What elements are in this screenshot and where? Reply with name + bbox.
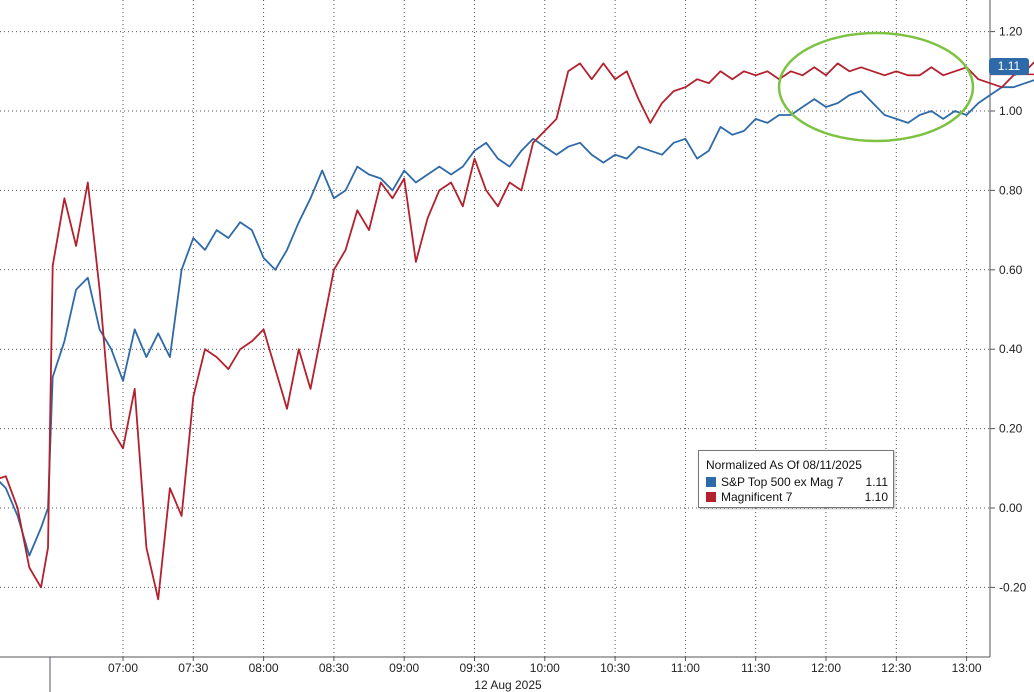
legend-entry-sp500-ex-mag7: S&P Top 500 ex Mag 7 1.11 bbox=[706, 475, 888, 489]
x-tick-label: 07:30 bbox=[178, 661, 208, 675]
legend-entry-magnificent-7: Magnificent 7 1.10 bbox=[706, 490, 888, 504]
y-tick-label: 1.00 bbox=[999, 104, 1023, 118]
x-tick-label: 09:30 bbox=[459, 661, 489, 675]
y-tick-label: 0.00 bbox=[999, 501, 1023, 515]
x-tick-label: 10:00 bbox=[530, 661, 560, 675]
legend-entry-name: Magnificent 7 bbox=[721, 490, 793, 504]
x-tick-label: 09:00 bbox=[389, 661, 419, 675]
x-tick-label: 08:00 bbox=[249, 661, 279, 675]
x-axis-date-label: 12 Aug 2025 bbox=[474, 678, 542, 692]
x-tick-labels: 07:00 07:30 08:00 08:30 09:00 09:30 10:00 10:30… bbox=[108, 661, 982, 675]
x-tick-label: 08:30 bbox=[319, 661, 349, 675]
y-tick-label: 0.20 bbox=[999, 422, 1023, 436]
legend-title: Normalized As Of 08/11/2025 bbox=[706, 458, 862, 472]
x-tick-label: 11:00 bbox=[671, 661, 700, 675]
legend-entry-value: 1.10 bbox=[864, 490, 888, 504]
x-tick-label: 11:30 bbox=[741, 661, 770, 675]
series-line-sp500-ex-mag7 bbox=[0, 79, 1034, 557]
x-tick-label: 12:30 bbox=[881, 661, 911, 675]
y-tick-label: -0.20 bbox=[999, 580, 1027, 594]
legend-swatch bbox=[706, 477, 716, 487]
y-tick-label: 1.20 bbox=[999, 25, 1023, 39]
y-tick-label: 0.40 bbox=[999, 342, 1023, 356]
legend-entry-name: S&P Top 500 ex Mag 7 bbox=[721, 475, 844, 489]
y-tick-label: 0.60 bbox=[999, 263, 1023, 277]
y-tick-label: 0.80 bbox=[999, 183, 1023, 197]
last-value-badge: 1.11 bbox=[989, 58, 1029, 76]
highlight-ellipse bbox=[777, 31, 975, 143]
series-lines bbox=[0, 61, 1034, 601]
x-tick-label: 07:00 bbox=[108, 661, 138, 675]
y-tick-labels: 1.20 1.00 0.80 0.60 0.40 0.20 0.00 -0.20 bbox=[999, 25, 1027, 595]
legend: Normalized As Of 08/11/2025 S&P Top 500 … bbox=[698, 450, 894, 508]
x-tick-label: 13:00 bbox=[952, 661, 982, 675]
x-tick-label: 10:30 bbox=[600, 661, 630, 675]
gridlines bbox=[0, 0, 990, 657]
x-tick-label: 12:00 bbox=[811, 661, 841, 675]
legend-swatch bbox=[706, 492, 716, 502]
legend-entry-value: 1.11 bbox=[865, 475, 888, 489]
series-line-magnificent-7 bbox=[0, 61, 1034, 601]
